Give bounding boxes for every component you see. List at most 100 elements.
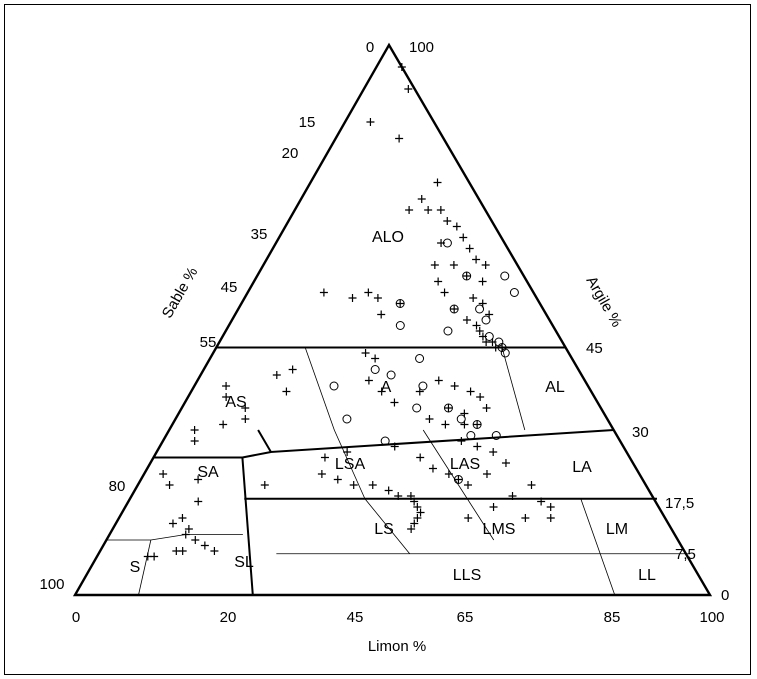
zone-label-alo: ALO [372, 229, 404, 246]
triangle-border [72, 42, 713, 597]
plus-point [476, 393, 485, 401]
zone-label-a: A [381, 379, 392, 396]
plus-point [450, 382, 459, 390]
plus-point [428, 464, 437, 473]
plus-point [168, 519, 177, 528]
plus-point [430, 261, 439, 269]
bottom-axis-label: Limon % [368, 638, 426, 655]
plus-point [348, 294, 357, 302]
plus-point [184, 525, 193, 533]
plus-point [444, 470, 453, 478]
plus-point [466, 387, 475, 396]
zone-label-s: S [130, 559, 141, 576]
zone-boundary-thin [138, 539, 152, 596]
plus-point [384, 486, 393, 495]
circle-point [500, 348, 510, 358]
axis-tick-labels: 0 20 45 65 85 1000152035455580100100453017,57… [39, 39, 729, 626]
left-tick-label: 35 [251, 226, 268, 243]
plus-point [472, 255, 481, 264]
plus-point [443, 217, 452, 225]
plus-point [364, 376, 373, 385]
plus-point [508, 492, 517, 500]
plus-point [450, 305, 459, 313]
left-tick-label: 45 [221, 279, 238, 296]
plus-point [194, 475, 203, 484]
plus-point [462, 272, 471, 280]
chart-frame [4, 4, 751, 675]
bottom-tick-label: 0 [72, 609, 80, 626]
bottom-tick-label: 65 [457, 609, 474, 626]
right-tick-label: 45 [586, 340, 603, 357]
circle-point [497, 343, 507, 352]
plus-point [178, 547, 187, 555]
zone-label-lm: LM [606, 521, 628, 538]
plus-point [436, 206, 445, 214]
plus-point [317, 470, 326, 478]
zone-label-as: AS [225, 394, 246, 411]
circle-point [462, 271, 472, 281]
plus-point [440, 288, 449, 297]
plus-point [434, 277, 443, 286]
plus-point [395, 134, 404, 143]
data-points [143, 63, 555, 561]
plus-point [222, 393, 231, 401]
plus-point [501, 459, 510, 467]
plus-point [390, 442, 399, 451]
circle-point [415, 354, 425, 363]
plus-point [417, 195, 426, 203]
circle-point [443, 326, 453, 336]
left-tick-label: 0 [366, 39, 374, 56]
plus-point [241, 404, 250, 412]
right-tick-label: 7,5 [675, 546, 696, 563]
plus-point [434, 376, 443, 385]
circle-point [386, 370, 396, 380]
circle-point [475, 304, 485, 314]
plus-point [489, 448, 498, 456]
plus-point [481, 261, 490, 269]
circle-point [442, 238, 452, 248]
plus-point [219, 420, 228, 429]
plus-point [407, 525, 416, 533]
plus-point [433, 178, 442, 187]
plus-point [364, 288, 373, 297]
plus-point [454, 475, 463, 484]
circle-point [509, 288, 519, 297]
triangle-outline [72, 42, 713, 597]
plus-point [159, 470, 168, 478]
plus-point [404, 85, 413, 93]
left-tick-label: 15 [299, 114, 316, 131]
right-tick-label: 17,5 [665, 495, 694, 512]
zone-label-al: AL [545, 379, 565, 396]
plus-point [319, 288, 328, 297]
plus-point [413, 503, 422, 511]
circle-point [329, 381, 339, 391]
plus-point [410, 519, 419, 528]
plus-point [546, 503, 555, 511]
circle-point [395, 299, 405, 308]
plus-point [473, 420, 482, 429]
zone-label-sa: SA [197, 464, 219, 481]
plus-point [473, 442, 482, 451]
plus-point [416, 453, 425, 462]
zone-label-ll: LL [638, 567, 656, 584]
plus-point [459, 233, 468, 242]
plus-point [472, 321, 481, 330]
left-tick-label: 55 [200, 334, 217, 351]
plus-point [457, 437, 466, 445]
bottom-tick-label: 100 [699, 609, 724, 626]
bottom-tick-label: 45 [347, 609, 364, 626]
plus-point [260, 481, 269, 489]
plus-point [210, 547, 219, 555]
plus-point [425, 415, 434, 423]
zone-boundary-thin [501, 347, 526, 431]
circle-point [481, 315, 491, 325]
circle-point [500, 271, 510, 281]
plus-point [406, 492, 415, 500]
plus-point [282, 387, 291, 396]
plus-point [410, 497, 419, 506]
plus-point [424, 206, 433, 214]
left-tick-label: 20 [282, 145, 299, 162]
circle-point [453, 475, 463, 484]
plus-point [390, 398, 399, 407]
